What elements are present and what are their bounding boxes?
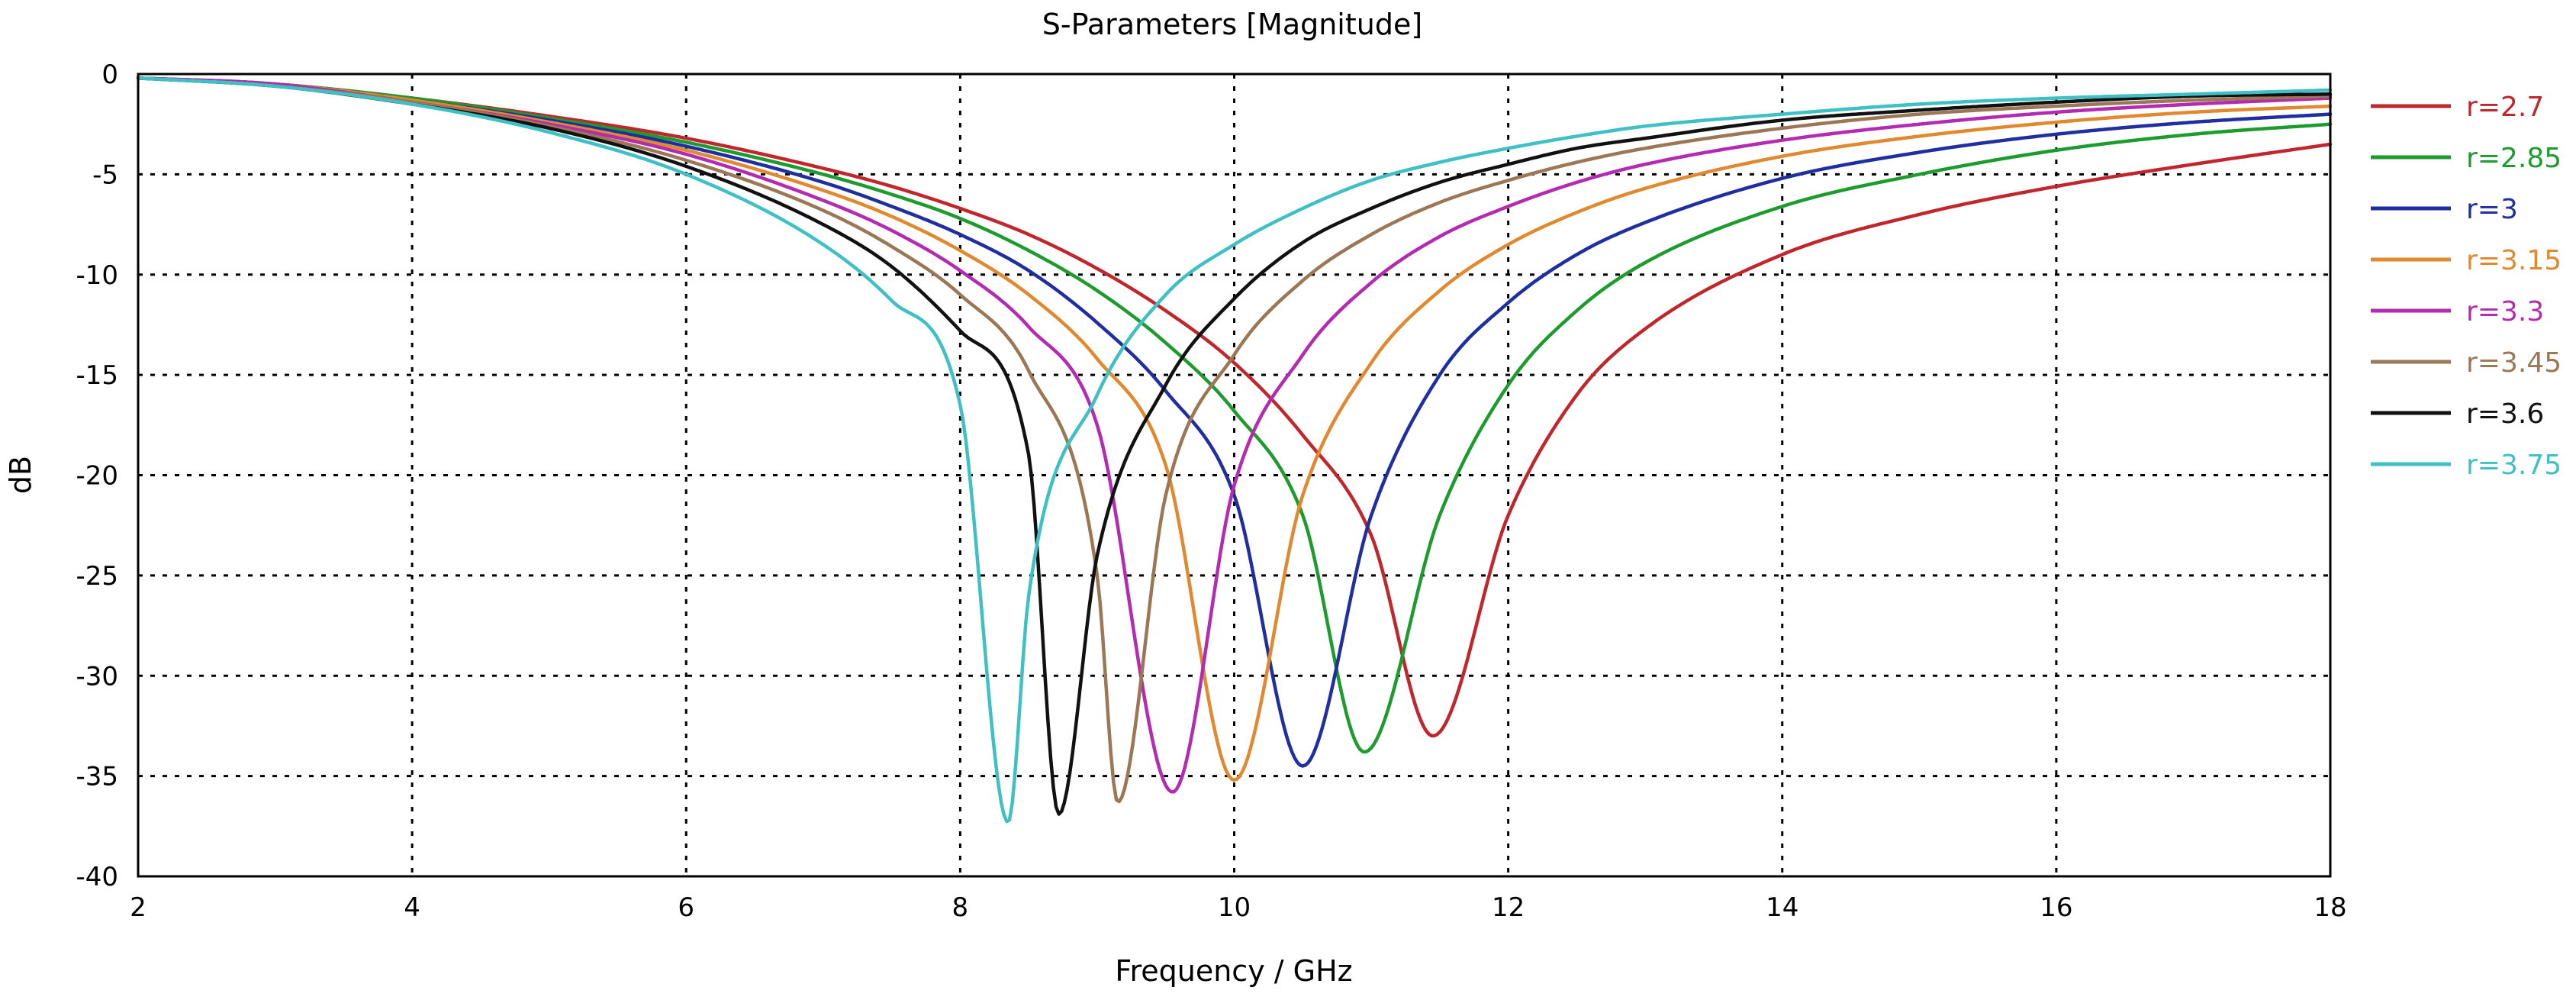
y-tick-label: -35 xyxy=(76,762,118,792)
legend-label-3: r=3.15 xyxy=(2466,245,2562,276)
x-tick-label: 2 xyxy=(130,892,147,923)
x-tick-label: 10 xyxy=(1218,892,1251,923)
plot-frame xyxy=(137,73,2332,878)
legend-label-4: r=3.3 xyxy=(2466,296,2544,327)
x-tick-label: 6 xyxy=(678,892,694,923)
x-tick-label: 14 xyxy=(1766,892,1798,923)
grid xyxy=(138,74,2330,876)
legend-label-2: r=3 xyxy=(2466,194,2518,225)
y-tick-label: -30 xyxy=(76,661,118,692)
legend: r=2.7 r=2.85 r=3 r=3.15 r=3.3 r=3.45 r=3.6 r=3.… xyxy=(2371,92,2562,481)
x-axis-ticks: 2 4 6 8 10 12 14 16 18 xyxy=(130,892,2346,923)
x-tick-label: 12 xyxy=(1492,892,1525,923)
y-tick-label: 0 xyxy=(101,60,118,90)
series-line-1 xyxy=(136,76,2333,754)
x-axis-title: Frequency / GHz xyxy=(1115,954,1352,988)
series-line-3 xyxy=(136,76,2333,782)
y-tick-label: -10 xyxy=(76,260,118,291)
legend-label-1: r=2.85 xyxy=(2466,143,2562,174)
y-axis-ticks: 0 -5 -10 -15 -20 -25 -30 -35 -40 xyxy=(76,60,118,892)
y-tick-label: -20 xyxy=(76,461,118,492)
y-tick-label: -40 xyxy=(76,862,118,892)
y-tick-label: -5 xyxy=(92,160,118,190)
x-tick-label: 18 xyxy=(2314,892,2346,923)
series-line-5 xyxy=(136,76,2333,804)
y-tick-label: -15 xyxy=(76,360,118,391)
series-line-6 xyxy=(136,76,2333,816)
x-tick-label: 16 xyxy=(2040,892,2072,923)
legend-label-0: r=2.7 xyxy=(2466,92,2544,123)
legend-label-7: r=3.75 xyxy=(2466,450,2562,481)
legend-label-5: r=3.45 xyxy=(2466,347,2562,379)
series-lines xyxy=(136,76,2333,824)
legend-label-6: r=3.6 xyxy=(2466,398,2544,430)
series-line-7 xyxy=(136,76,2333,824)
chart-title: S-Parameters [Magnitude] xyxy=(1042,8,1422,41)
x-tick-label: 8 xyxy=(952,892,969,923)
y-axis-title: dB xyxy=(4,456,37,494)
y-tick-label: -25 xyxy=(76,561,118,592)
x-tick-label: 4 xyxy=(404,892,420,923)
